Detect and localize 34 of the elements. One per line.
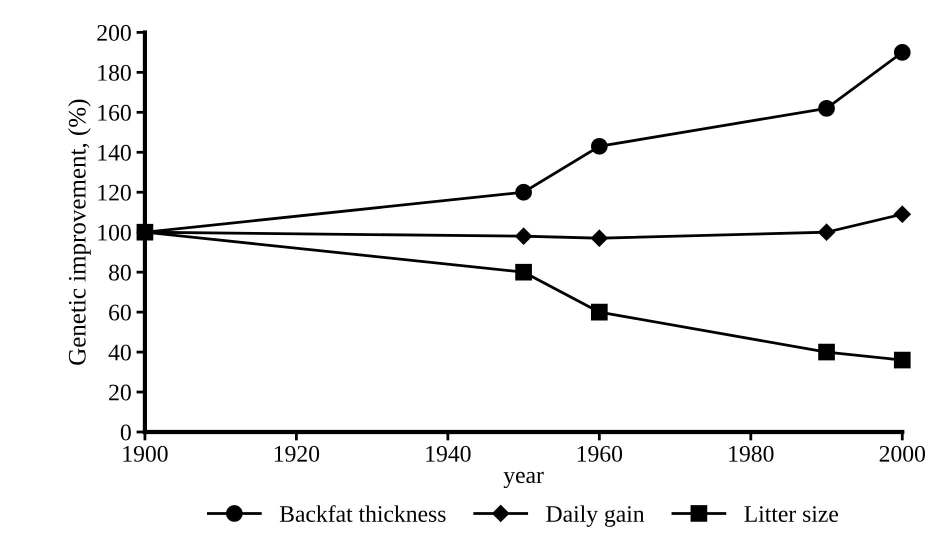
point (818, 344, 835, 360)
y-tick-label: 100 (98, 224, 131, 241)
y-axis-title: Genetic improvement, (%) (68, 100, 91, 365)
x-axis-title: year (504, 472, 544, 488)
y-tick-label: 40 (108, 344, 131, 361)
x-tick-label: 1920 (274, 446, 320, 462)
y-tick-label: 120 (98, 184, 131, 201)
y-tick-label: 160 (98, 104, 131, 121)
legend-label: Daily gain (546, 505, 644, 527)
y-tick-label: 20 (109, 384, 131, 400)
legend-label: Backfat thickness (280, 505, 446, 522)
point (590, 230, 608, 247)
x-tick-label: 1960 (578, 446, 622, 462)
point (894, 44, 911, 61)
point (818, 100, 835, 117)
y-tick-label: 200 (97, 24, 131, 41)
point (591, 138, 608, 155)
point (591, 304, 608, 320)
x-tick-label: 2000 (880, 446, 925, 462)
x-tick-label: 1940 (426, 446, 471, 462)
y-tick-label: 60 (109, 304, 131, 321)
point (818, 224, 836, 241)
y-tick-label: 180 (98, 64, 131, 81)
point (515, 184, 532, 201)
legend-label: Litter size (744, 506, 838, 522)
y-tick-label: 0 (120, 424, 131, 440)
point (515, 228, 532, 245)
y-tick-label: 140 (98, 144, 131, 161)
point (515, 264, 532, 280)
x-tick-label: 1980 (729, 446, 774, 462)
point (894, 352, 911, 368)
y-tick-label: 80 (109, 264, 131, 281)
point (894, 206, 911, 223)
x-tick-label: 1900 (123, 446, 168, 462)
